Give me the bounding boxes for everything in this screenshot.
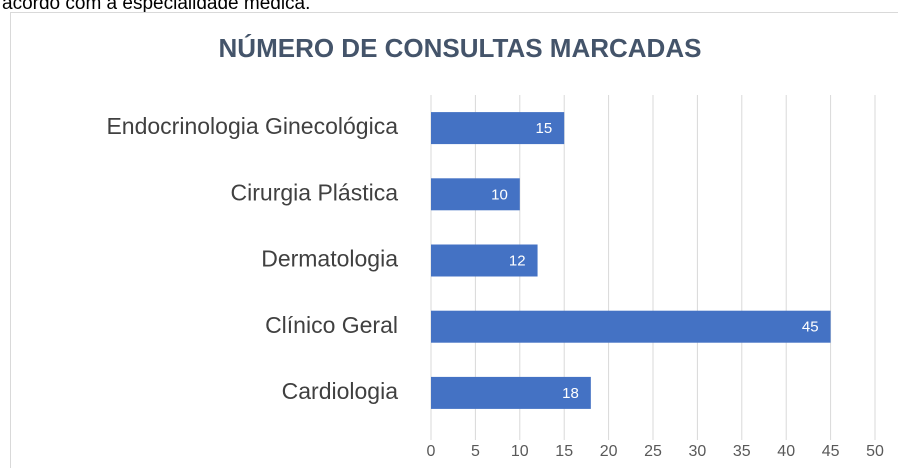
y-tick-label: Cirurgia Plástica [231, 179, 399, 205]
bar [431, 112, 565, 145]
x-tick-label: 15 [555, 443, 573, 460]
data-label: 18 [562, 385, 579, 402]
x-tick-label: 45 [822, 443, 840, 460]
y-tick-label: Dermatologia [261, 246, 398, 272]
x-tick-label: 50 [866, 443, 884, 460]
y-tick-label: Endocrinologia Ginecológica [106, 113, 398, 139]
y-tick-label: Cardiologia [282, 378, 399, 404]
y-tick-label: Clínico Geral [265, 312, 398, 338]
bar [431, 310, 831, 343]
x-tick-label: 35 [733, 443, 751, 460]
bar [431, 376, 591, 409]
x-tick-label: 5 [471, 443, 480, 460]
chart-title: NÚMERO DE CONSULTAS MARCADAS [219, 33, 702, 63]
header-text: acordo com a especialidade médica. [2, 0, 310, 14]
data-label: 45 [802, 319, 819, 336]
x-tick-label: 10 [511, 443, 529, 460]
bar [431, 244, 538, 277]
data-label: 10 [491, 186, 508, 203]
x-tick-label: 20 [600, 443, 618, 460]
x-tick-label: 30 [689, 443, 707, 460]
data-label: 15 [536, 120, 553, 137]
bar [431, 178, 520, 211]
x-tick-label: 25 [644, 443, 662, 460]
x-tick-label: 0 [427, 443, 436, 460]
x-tick-label: 40 [777, 443, 795, 460]
data-label: 12 [509, 252, 526, 269]
